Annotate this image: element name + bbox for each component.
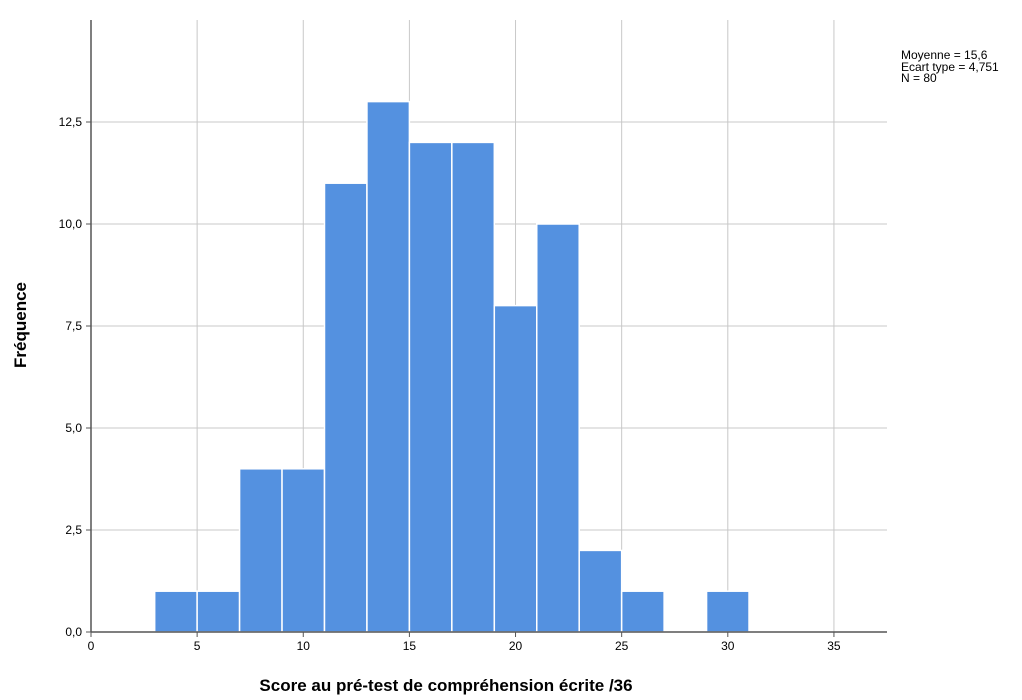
y-tick-label: 7,5 — [65, 319, 82, 333]
statistics-box: Moyenne = 15,6 Ecart type = 4,751 N = 80 — [901, 48, 999, 85]
x-tick-label: 30 — [721, 639, 735, 653]
histogram-bar — [281, 468, 326, 633]
y-tick-label: 2,5 — [65, 523, 82, 537]
y-axis-title: Fréquence — [11, 282, 30, 368]
bars — [153, 100, 750, 633]
histogram-bar — [493, 304, 538, 633]
histogram-bar — [705, 590, 750, 633]
histogram-bar — [578, 549, 623, 633]
y-tick-label: 10,0 — [59, 217, 83, 231]
x-tick-label: 35 — [827, 639, 841, 653]
stat-n: N = 80 — [901, 71, 937, 85]
x-tick-label: 20 — [509, 639, 523, 653]
x-axis-title: Score au pré-test de compréhension écrit… — [259, 676, 632, 695]
y-tick-label: 5,0 — [65, 421, 82, 435]
x-tick-label: 5 — [194, 639, 201, 653]
histogram-bar — [620, 590, 665, 633]
stat-mean: Moyenne = 15,6 — [901, 48, 988, 62]
stat-std: Ecart type = 4,751 — [901, 59, 999, 74]
histogram-bar — [366, 100, 411, 633]
axes — [86, 20, 887, 637]
x-tick-label: 25 — [615, 639, 629, 653]
histogram-bar — [323, 182, 368, 633]
x-tick-label: 10 — [297, 639, 311, 653]
histogram-bar — [196, 590, 241, 633]
histogram-bar — [238, 468, 283, 633]
histogram-bar — [451, 141, 496, 633]
tick-labels: 0 5 10 15 20 25 30 35 0,0 2,5 5,0 7,5 10,0 12,5 — [59, 115, 841, 653]
histogram-bar — [153, 590, 198, 633]
x-tick-label: 15 — [403, 639, 417, 653]
y-tick-label: 0,0 — [65, 625, 82, 639]
histogram-bar — [408, 141, 453, 633]
histogram-bar — [536, 223, 580, 633]
x-tick-label: 0 — [88, 639, 95, 653]
y-tick-label: 12,5 — [59, 115, 83, 129]
